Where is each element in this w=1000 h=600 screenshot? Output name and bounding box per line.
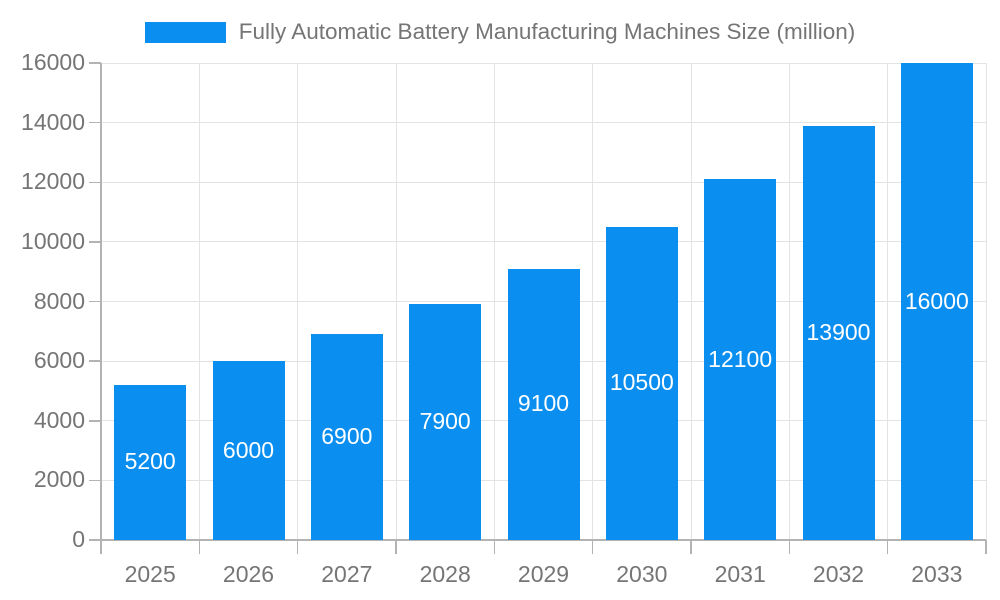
legend[interactable]: Fully Automatic Battery Manufacturing Ma… [0,19,1000,44]
y-axis-label: 0 [72,526,85,552]
x-axis-label: 2027 [321,561,373,587]
x-tick [198,540,201,554]
y-axis-label: 4000 [33,406,85,433]
bar-value-label: 13900 [806,318,871,345]
bar [900,63,973,540]
y-tick [89,121,101,124]
x-tick [296,540,299,554]
x-tick [395,540,397,554]
gridline-v [493,63,495,540]
y-axis-label: 10000 [21,227,85,254]
y-axis-label: 2000 [33,466,85,493]
gridline-h [101,122,986,124]
gridline-v [198,63,200,540]
x-tick [690,540,692,554]
y-tick [89,539,101,541]
x-tick [591,540,594,554]
x-tick [788,540,791,554]
x-axis-label: 2026 [222,561,275,587]
bar-value-label: 16000 [904,287,969,314]
legend-swatch [144,21,226,43]
gridline-v [788,63,790,540]
gridline-v [887,63,889,540]
y-axis-label: 8000 [33,287,85,314]
y-axis-label: 6000 [33,347,85,374]
x-tick [493,540,496,554]
bar [212,361,285,540]
x-axis-label: 2029 [517,561,570,587]
y-axis-label: 14000 [21,108,85,135]
x-axis-line [101,539,986,541]
gridline-h [101,62,986,64]
bar-value-label: 6900 [321,423,373,450]
gridline-v [395,63,397,540]
y-tick [89,241,101,243]
gridline-h [101,241,986,243]
y-tick [89,420,101,422]
x-axis-label: 2025 [124,561,176,587]
bar [704,179,777,540]
y-tick [89,62,101,64]
x-axis-label: 2028 [419,561,471,587]
legend-label: Fully Automatic Battery Manufacturing Ma… [238,19,856,44]
x-axis-label: 2031 [714,561,766,587]
bar [409,304,482,540]
y-tick [89,300,101,303]
gridline-h [101,181,986,183]
y-tick [89,479,101,482]
bar-value-label: 10500 [609,369,674,396]
bar [605,226,678,540]
y-tick [89,360,101,362]
gridline-v [592,63,594,540]
y-axis-line [100,63,102,540]
y-axis-label: 16000 [21,49,85,75]
y-axis-label: 12000 [21,168,85,195]
bar-value-label: 6000 [222,436,275,463]
bar [507,268,580,540]
gridline-v [985,63,987,540]
x-axis-label: 2030 [616,561,668,587]
x-axis-label: 2033 [911,561,963,587]
bar-value-label: 9100 [517,390,570,417]
bar-value-label: 12100 [708,345,773,372]
bar [310,334,383,540]
x-tick [886,540,889,554]
gridline-v [690,63,692,540]
gridline-v [297,63,299,540]
x-axis-label: 2032 [812,561,865,587]
y-tick [89,181,101,183]
x-tick [100,540,102,554]
bar [114,384,187,540]
bar [802,125,875,540]
x-tick [985,540,987,554]
bar-value-label: 7900 [419,408,471,435]
bar-value-label: 5200 [124,448,176,475]
